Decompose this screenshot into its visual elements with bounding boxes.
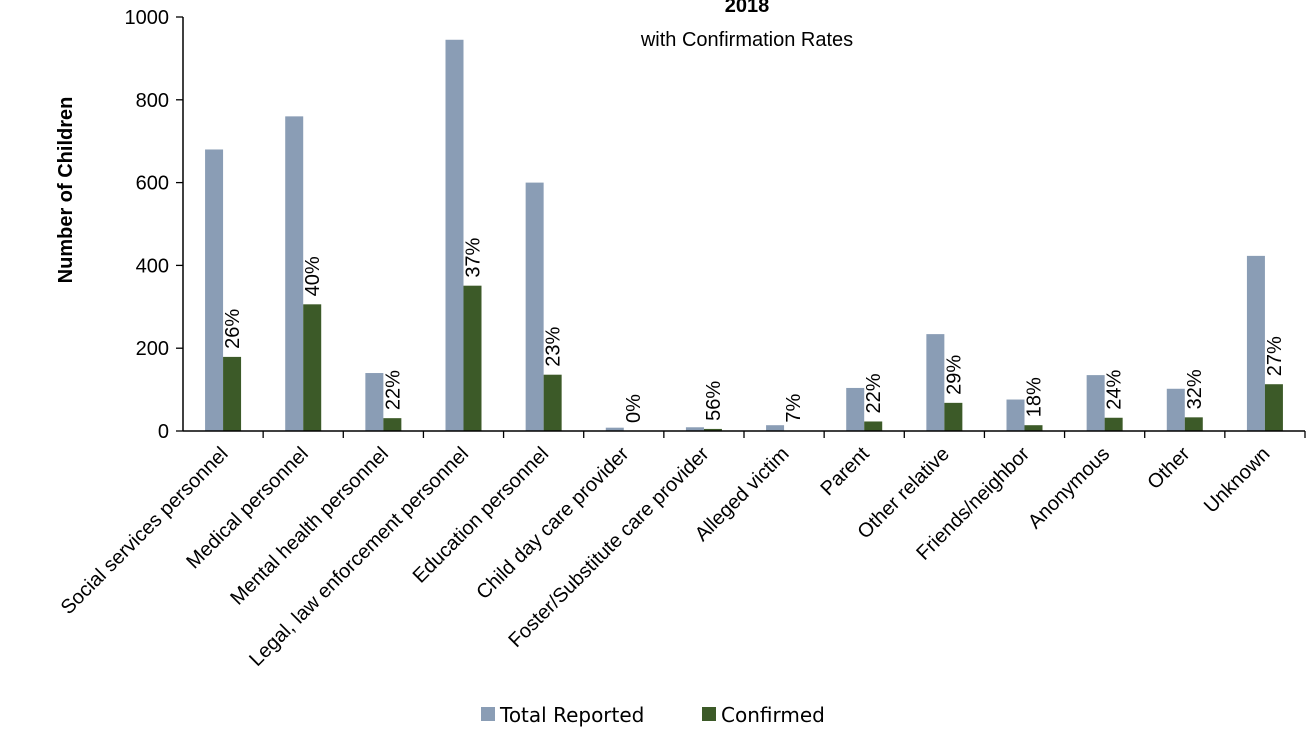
bar-confirmed — [463, 285, 482, 431]
y-tick-label: 600 — [136, 173, 169, 195]
bar-total-reported — [365, 373, 384, 431]
bars-group — [205, 39, 1283, 432]
rate-labels-group: 26% 40% 22% 37% 23% 0% 56% 7% 22% 29% 18% 24% 32% 27% — [222, 237, 1286, 423]
bar-confirmed — [1024, 425, 1043, 431]
rate-label: 32% — [1184, 369, 1206, 409]
bar-confirmed — [383, 418, 402, 431]
bar-total-reported — [766, 425, 785, 431]
x-tick-label: Parent — [817, 443, 875, 501]
rate-label: 23% — [543, 326, 565, 366]
bar-total-reported — [1086, 375, 1105, 431]
rate-label: 0% — [623, 394, 645, 423]
rate-label: 24% — [1104, 370, 1126, 410]
rate-label: 37% — [463, 237, 485, 277]
bar-confirmed — [864, 421, 883, 431]
rate-label: 56% — [703, 381, 725, 421]
bar-total-reported — [445, 39, 464, 432]
y-tick-label: 200 — [136, 338, 169, 360]
rate-label: 22% — [863, 373, 885, 413]
axes-group — [182, 17, 1306, 438]
x-tick-label: Mental health personnel — [226, 443, 393, 610]
bar-confirmed — [223, 356, 242, 431]
x-tick-label: Unknown — [1200, 443, 1275, 518]
bar-total-reported — [285, 116, 304, 432]
x-tick-label: Education personnel — [409, 443, 554, 588]
rate-label: 18% — [1024, 377, 1046, 417]
y-axis: 0 200 400 600 800 1000 — [125, 7, 183, 443]
legend-swatch-confirmed — [702, 707, 716, 721]
legend-label-confirmed: Confirmed — [721, 703, 825, 727]
y-tick-label: 1000 — [125, 7, 170, 29]
bar-confirmed — [1104, 417, 1123, 431]
bar-total-reported — [205, 149, 224, 432]
bar-total-reported — [685, 427, 704, 431]
bar-total-reported — [926, 334, 945, 431]
chart-title: 2018 — [725, 0, 770, 17]
legend: Total Reported Confirmed — [481, 703, 825, 727]
rate-label: 7% — [783, 393, 805, 422]
x-tick-label: Anonymous — [1024, 443, 1114, 533]
bar-confirmed — [1264, 384, 1283, 431]
legend-swatch-total-reported — [481, 707, 495, 721]
bar-confirmed — [1184, 417, 1203, 431]
bar-total-reported — [605, 427, 624, 431]
rate-label: 26% — [222, 309, 244, 349]
bar-total-reported — [525, 182, 544, 431]
y-tick-label: 800 — [136, 90, 169, 112]
x-tick-label: Child day care provider — [472, 443, 633, 604]
rate-label: 29% — [943, 355, 965, 395]
rate-label: 40% — [302, 256, 324, 296]
bar-total-reported — [846, 387, 865, 431]
bar-total-reported — [1246, 255, 1265, 431]
chart-subtitle: with Confirmation Rates — [640, 29, 853, 51]
bar-confirmed — [543, 374, 562, 431]
rate-label: 22% — [382, 370, 404, 410]
y-tick-label: 0 — [158, 421, 169, 443]
bar-confirmed — [303, 304, 322, 431]
y-tick-label: 400 — [136, 255, 169, 277]
bar-confirmed — [944, 402, 963, 431]
rate-label: 27% — [1264, 336, 1286, 376]
legend-label-total-reported: Total Reported — [499, 703, 644, 727]
x-tick-label: Social services personnel — [57, 443, 233, 619]
bar-total-reported — [1006, 399, 1025, 431]
x-tick-label: Other — [1143, 443, 1194, 494]
bar-confirmed — [703, 428, 722, 431]
y-axis-label: Number of Children — [55, 97, 77, 284]
bar-total-reported — [1166, 388, 1185, 431]
